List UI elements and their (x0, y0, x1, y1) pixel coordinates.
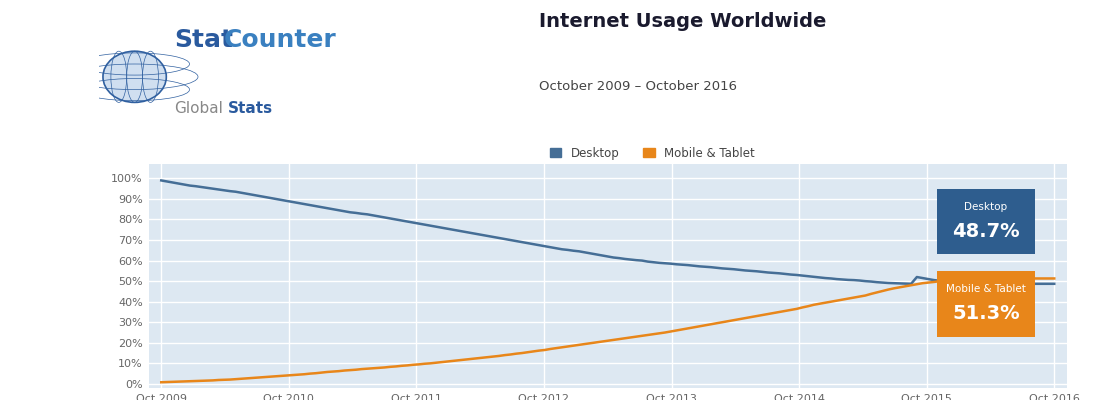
Text: Stats: Stats (228, 101, 273, 116)
Legend: Desktop, Mobile & Tablet: Desktop, Mobile & Tablet (544, 142, 760, 164)
Text: 51.3%: 51.3% (953, 304, 1020, 323)
Text: Mobile & Tablet: Mobile & Tablet (946, 284, 1026, 294)
FancyBboxPatch shape (937, 271, 1035, 337)
Polygon shape (1020, 316, 1035, 337)
Text: October 2009 – October 2016: October 2009 – October 2016 (539, 80, 737, 93)
Text: Internet Usage Worldwide: Internet Usage Worldwide (539, 12, 826, 31)
Text: Stat: Stat (174, 28, 233, 52)
Polygon shape (1020, 234, 1035, 254)
Circle shape (103, 51, 166, 102)
Text: Global: Global (174, 101, 223, 116)
Text: Desktop: Desktop (965, 202, 1008, 212)
Text: Counter: Counter (223, 28, 337, 52)
FancyBboxPatch shape (937, 189, 1035, 254)
Text: 48.7%: 48.7% (953, 222, 1020, 241)
